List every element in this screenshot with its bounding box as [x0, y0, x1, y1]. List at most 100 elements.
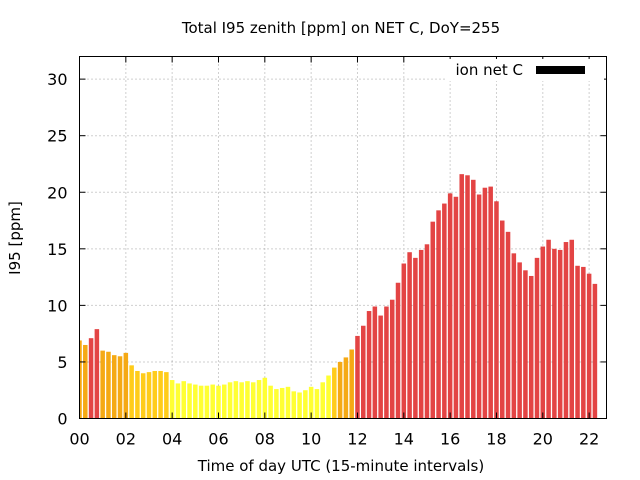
bar [528, 275, 534, 419]
bar [111, 355, 117, 419]
y-tick-label: 5 [57, 353, 67, 372]
bar [303, 390, 308, 419]
bar [268, 385, 273, 419]
bar [401, 263, 407, 419]
bar [279, 387, 285, 419]
x-tick-label: 12 [347, 430, 367, 449]
bar [349, 349, 354, 419]
legend-background [446, 59, 604, 81]
bar [100, 350, 105, 419]
x-tick-label: 20 [533, 430, 553, 449]
bar [175, 383, 181, 419]
bar [575, 265, 580, 419]
bar [372, 306, 378, 419]
bar [581, 266, 586, 419]
x-tick-label: 10 [301, 430, 321, 449]
bar [332, 367, 337, 419]
bar [285, 386, 291, 419]
bar [499, 220, 505, 419]
ticks-layer: 0 5 10 15 20 25 30 00 02 04 06 08 10 12 14 16 18 20 22 [47, 56, 607, 449]
bar [569, 239, 575, 419]
bar [552, 248, 557, 419]
bar [140, 373, 146, 419]
bar [79, 340, 82, 419]
bar [488, 186, 493, 419]
bar [308, 386, 314, 419]
y-tick-label: 20 [47, 183, 67, 202]
x-tick-label: 14 [394, 430, 414, 449]
bar [436, 210, 441, 419]
bar [106, 351, 111, 419]
bar [389, 299, 395, 419]
bar [540, 246, 546, 419]
bar [239, 382, 244, 419]
bar [250, 382, 256, 419]
bar [361, 325, 366, 419]
bar [129, 365, 134, 419]
y-tick-label: 25 [47, 127, 67, 146]
bar [453, 196, 459, 419]
bar [384, 306, 389, 419]
bar [291, 391, 297, 419]
bar [256, 380, 262, 419]
bar [511, 253, 517, 419]
bar [210, 384, 215, 419]
bar [88, 338, 94, 419]
bar [262, 377, 268, 419]
bar [227, 382, 233, 419]
bar [482, 187, 488, 419]
bar [366, 311, 372, 419]
legend: ion net C [446, 59, 604, 81]
chart-title: Total I95 zenith [ppm] on NET C, DoY=255 [181, 19, 500, 37]
bars-layer [79, 174, 598, 419]
bar [146, 372, 152, 419]
bar [152, 370, 158, 419]
bar [557, 249, 563, 419]
bar [413, 257, 418, 419]
bar [216, 385, 221, 419]
bar [83, 344, 88, 419]
bar [424, 244, 430, 419]
bar [222, 384, 227, 419]
x-tick-label: 02 [116, 430, 136, 449]
bar [523, 270, 528, 419]
bar [494, 201, 499, 419]
y-tick-label: 10 [47, 296, 67, 315]
bar [187, 383, 192, 419]
bar [326, 375, 331, 419]
y-tick-label: 30 [47, 70, 67, 89]
bar [447, 193, 453, 419]
bar [245, 381, 250, 419]
x-axis-label: Time of day UTC (15-minute intervals) [197, 457, 484, 475]
bar [164, 372, 169, 419]
bar [320, 382, 325, 419]
bar [592, 283, 598, 419]
x-tick-label: 18 [486, 430, 506, 449]
x-tick-label: 16 [440, 430, 460, 449]
bar [517, 262, 522, 419]
legend-label: ion net C [456, 61, 523, 79]
bar [198, 385, 204, 419]
bar [193, 384, 198, 419]
bar [442, 203, 447, 419]
bar [586, 273, 592, 419]
y-axis-label: I95 [ppm] [6, 201, 24, 275]
x-tick-label: 06 [208, 430, 228, 449]
bar [459, 174, 464, 419]
bar [274, 389, 279, 419]
bar [343, 357, 349, 419]
bar [378, 315, 383, 419]
bar [337, 361, 343, 419]
bar [471, 179, 476, 419]
bar [117, 356, 123, 419]
bar [476, 194, 482, 419]
bar [465, 175, 470, 419]
bar [430, 221, 436, 419]
bar [563, 242, 569, 419]
x-tick-label: 00 [69, 430, 89, 449]
bar [158, 370, 163, 419]
bar [135, 370, 140, 419]
bar [534, 257, 540, 419]
bar [233, 381, 239, 419]
x-tick-label: 08 [255, 430, 275, 449]
